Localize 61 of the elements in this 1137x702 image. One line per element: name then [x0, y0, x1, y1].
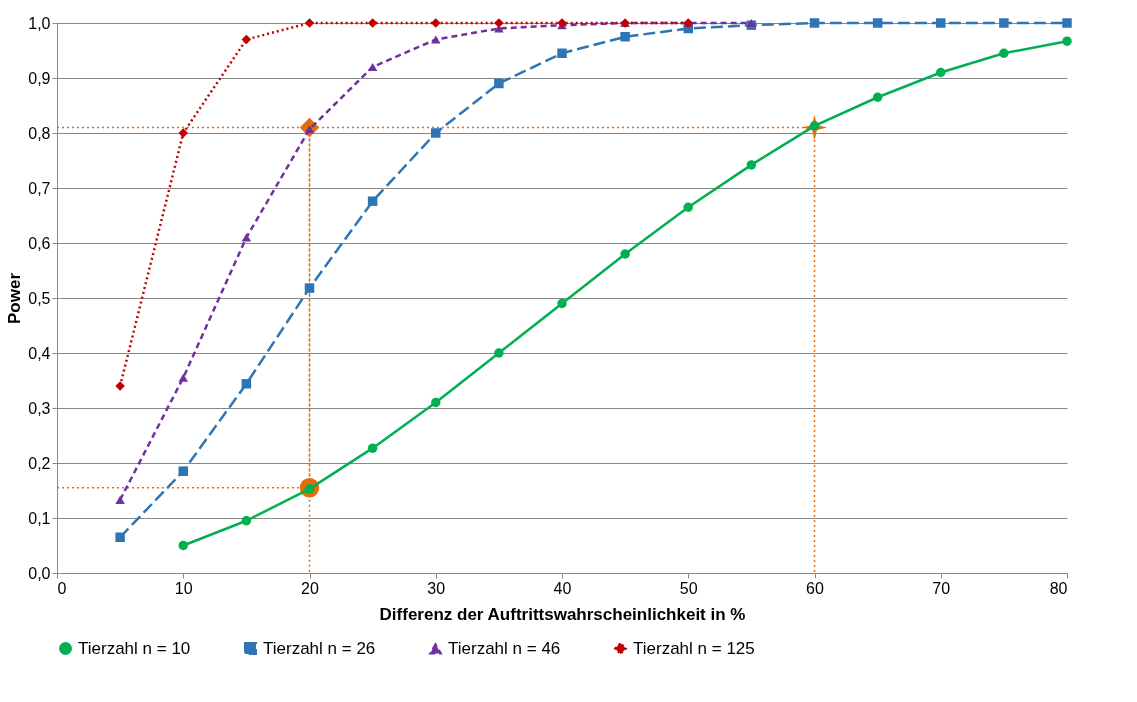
point — [999, 48, 1009, 58]
y-tick-label: 0,0 — [28, 564, 51, 582]
point — [178, 540, 188, 551]
point — [241, 379, 252, 389]
point — [936, 67, 946, 78]
x-tick-label: 0 — [57, 579, 67, 597]
legend-label: Tierzahl n = 26 — [263, 638, 376, 658]
y-tick-label: 0,5 — [28, 289, 51, 307]
y-tick-label: 0,2 — [28, 454, 51, 472]
point — [367, 62, 378, 72]
x-tick-label: 80 — [1049, 579, 1068, 597]
point — [936, 18, 946, 28]
x-tick-label: 20 — [301, 579, 319, 597]
point — [115, 495, 125, 504]
y-tick-label: 1,0 — [28, 14, 51, 32]
point — [1062, 36, 1072, 46]
y-tick-label: 0,9 — [28, 69, 51, 87]
x-tick-label: 60 — [806, 579, 824, 597]
legend-label: Tierzahl n = 125 — [633, 638, 755, 658]
legend-label: Tierzahl n = 10 — [78, 638, 191, 658]
point — [241, 516, 252, 526]
point — [367, 443, 378, 453]
point — [494, 78, 504, 89]
point — [620, 249, 630, 259]
x-tick-label: 50 — [679, 579, 698, 597]
point — [494, 348, 504, 358]
point — [431, 397, 441, 408]
point — [557, 298, 567, 309]
point — [367, 196, 378, 206]
y-tick-label: 0,1 — [28, 509, 51, 527]
point — [304, 18, 315, 28]
point — [178, 373, 188, 382]
y-tick-label: 0,4 — [28, 344, 51, 362]
point — [178, 466, 188, 476]
point — [746, 160, 757, 170]
y-tick-label: 0,3 — [28, 399, 51, 417]
point — [367, 18, 378, 28]
point — [431, 35, 441, 44]
point — [431, 128, 441, 138]
x-tick-label: 30 — [427, 579, 446, 597]
point — [1062, 18, 1072, 28]
y-tick-label: 0,8 — [28, 124, 51, 142]
x-tick-label: 70 — [932, 579, 951, 597]
x-tick-label: 10 — [174, 579, 193, 597]
point — [241, 233, 252, 242]
point — [241, 34, 252, 45]
point — [304, 283, 315, 293]
point — [809, 18, 820, 28]
point — [683, 202, 693, 212]
x-tick-label: 40 — [553, 579, 572, 597]
point — [620, 32, 630, 42]
y-axis-title: Power — [5, 272, 25, 325]
point — [872, 92, 883, 102]
y-tick-label: 0,7 — [28, 179, 51, 197]
x-axis-title: Differenz der Auftrittswahrscheinlichkeit in % — [379, 604, 746, 624]
point — [557, 48, 567, 58]
point — [115, 532, 125, 542]
y-tick-label: 0,6 — [28, 234, 51, 252]
point — [872, 18, 883, 28]
legend-label: Tierzahl n = 46 — [448, 638, 561, 658]
point — [999, 18, 1009, 28]
